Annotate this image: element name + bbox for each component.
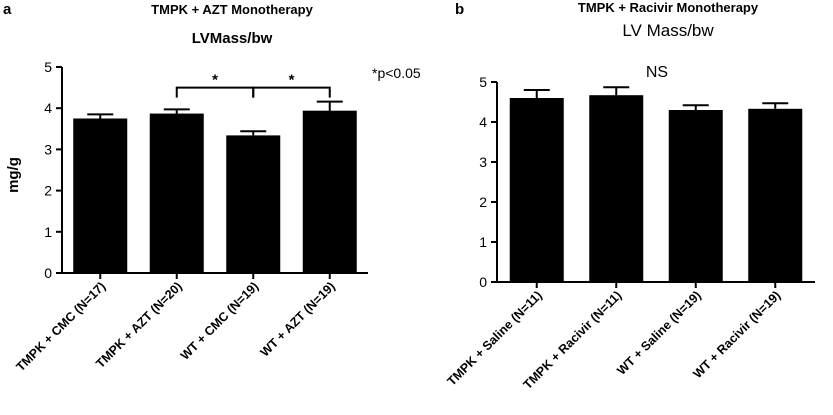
panel-a-note: *p<0.05 xyxy=(372,65,421,81)
panel-a-y-tick-label: 2 xyxy=(44,183,52,199)
panel-b-bar xyxy=(589,95,644,282)
panel-a-y-tick-label: 4 xyxy=(44,100,52,116)
panel-a-x-tick-label: WT + CMC (N=19) xyxy=(178,279,262,363)
panel-b-y-tick-label: 0 xyxy=(479,274,487,290)
panel-a-x-tick-label: WT + AZT (N=19) xyxy=(258,279,338,359)
panel-a-bar xyxy=(302,110,357,273)
panel-b-bar xyxy=(668,110,723,282)
panel-a-ylabel: mg/g xyxy=(5,157,22,193)
panel-b-bar xyxy=(509,98,564,282)
panel-b-note: NS xyxy=(646,64,668,81)
panel-a-x-tick-label: TMPK + AZT (N=20) xyxy=(93,279,185,371)
panel-b-y-tick-label: 1 xyxy=(479,234,487,250)
panel-a-y-tick-label: 0 xyxy=(44,265,52,281)
panel-a-bar xyxy=(149,113,204,273)
panel-a-bar xyxy=(226,135,281,273)
panel-b-x-tick-label: WT + Racivir (N=19) xyxy=(690,288,783,381)
panel-b-x-tick-label: WT + Saline (N=19) xyxy=(614,288,703,377)
panel-a-significance-bracket xyxy=(175,86,255,98)
panel-b-y-tick-label: 3 xyxy=(479,154,487,170)
panel-a-significance-star: * xyxy=(289,72,295,89)
panel-b-title: TMPK + Racivir Monotherapy xyxy=(578,0,759,15)
panel-a-title: TMPK + AZT Monotherapy xyxy=(151,2,313,17)
panel-a-y-tick-label: 3 xyxy=(44,141,52,157)
panel-b-label: b xyxy=(455,1,464,18)
panel-b-y-tick-label: 5 xyxy=(479,74,487,90)
panel-a-significance-star: * xyxy=(212,72,218,89)
panel-a-significance-bracket xyxy=(252,86,331,98)
panel-a-y-tick-label: 5 xyxy=(44,59,52,75)
panel-a-bar xyxy=(73,118,128,273)
panel-b-bar xyxy=(748,108,803,282)
panel-a-y-tick-label: 1 xyxy=(44,224,52,240)
panel-b-y-tick-label: 4 xyxy=(479,114,487,130)
panel-b-subtitle: LV Mass/bw xyxy=(622,21,714,40)
panel-a-subtitle: LVMass/bw xyxy=(192,30,273,47)
panel-b-y-tick-label: 2 xyxy=(479,194,487,210)
panel-a-label: a xyxy=(3,1,12,18)
